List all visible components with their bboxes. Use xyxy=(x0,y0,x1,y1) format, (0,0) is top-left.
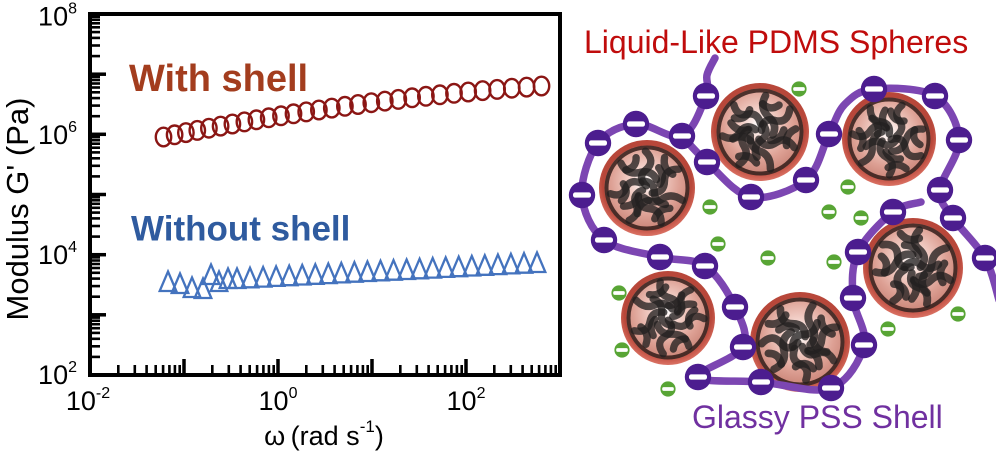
svg-text:100: 100 xyxy=(259,385,298,416)
svg-text:Glassy PSS Shell: Glassy PSS Shell xyxy=(692,399,943,435)
svg-text:102: 102 xyxy=(447,385,486,416)
svg-text:With shell: With shell xyxy=(129,58,308,100)
svg-text:108: 108 xyxy=(38,1,77,32)
svg-text:Without shell: Without shell xyxy=(131,210,350,249)
svg-text:Modulus G' (Pa): Modulus G' (Pa) xyxy=(0,98,35,321)
svg-text:10-2: 10-2 xyxy=(66,385,110,416)
svg-text:106: 106 xyxy=(38,119,77,150)
svg-text:104: 104 xyxy=(38,239,77,270)
svg-text:ω (rad s-1): ω (rad s-1) xyxy=(264,417,384,451)
svg-text:Liquid-Like PDMS Spheres: Liquid-Like PDMS Spheres xyxy=(584,24,968,60)
